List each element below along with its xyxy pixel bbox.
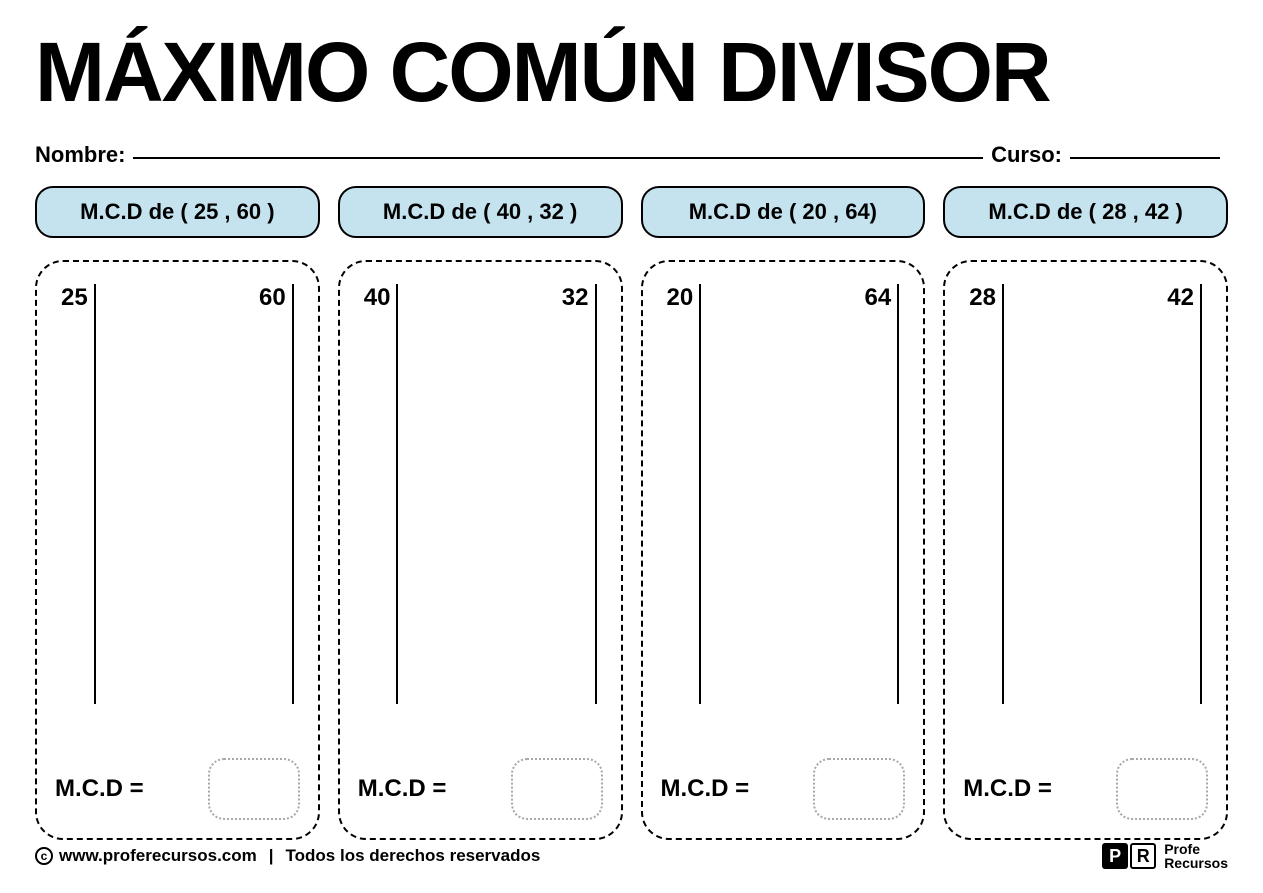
footer-url: www.proferecursos.com <box>59 846 257 866</box>
factor-column-b: 64 <box>865 284 900 750</box>
answer-box <box>511 758 603 820</box>
number-a: 40 <box>364 284 391 312</box>
name-label: Nombre: <box>35 142 125 168</box>
problem-heading: M.C.D de ( 40 , 32 ) <box>338 186 623 238</box>
answer-box <box>1116 758 1208 820</box>
name-blank-line <box>133 157 983 159</box>
result-label: M.C.D = <box>55 775 144 803</box>
footer-separator: | <box>269 846 274 866</box>
divider-line <box>94 284 96 704</box>
result-label: M.C.D = <box>963 775 1052 803</box>
logo-letter-r: R <box>1130 843 1156 869</box>
number-a: 20 <box>667 284 694 312</box>
divider-line <box>699 284 701 704</box>
number-b: 42 <box>1167 284 1194 312</box>
result-label: M.C.D = <box>358 775 447 803</box>
problem-heading: M.C.D de ( 28 , 42 ) <box>943 186 1228 238</box>
footer-rights: Todos los derechos reservados <box>286 846 541 866</box>
number-b: 32 <box>562 284 589 312</box>
problem-heading: M.C.D de ( 25 , 60 ) <box>35 186 320 238</box>
factor-column-b: 42 <box>1167 284 1202 750</box>
factor-column-a: 28 <box>969 284 1004 750</box>
factorization-area: 25 60 <box>55 284 300 750</box>
problem-2: M.C.D de ( 40 , 32 ) 40 32 M.C.D = <box>338 186 623 840</box>
number-a: 25 <box>61 284 88 312</box>
problem-3: M.C.D de ( 20 , 64) 20 64 M.C.D = <box>641 186 926 840</box>
work-box: 25 60 M.C.D = <box>35 260 320 840</box>
footer-left: c www.proferecursos.com | Todos los dere… <box>35 846 540 866</box>
logo-text-line1: Profe <box>1164 842 1228 857</box>
problem-4: M.C.D de ( 28 , 42 ) 28 42 M.C.D = <box>943 186 1228 840</box>
copyright-icon: c <box>35 847 53 865</box>
factorization-area: 40 32 <box>358 284 603 750</box>
number-a: 28 <box>969 284 996 312</box>
factor-column-a: 25 <box>61 284 96 750</box>
result-row: M.C.D = <box>55 750 300 820</box>
answer-box <box>208 758 300 820</box>
result-row: M.C.D = <box>358 750 603 820</box>
factor-column-a: 40 <box>364 284 399 750</box>
student-info-row: Nombre: Curso: <box>35 142 1228 168</box>
number-b: 60 <box>259 284 286 312</box>
brand-logo: P R Profe Recursos <box>1102 842 1228 871</box>
footer: c www.proferecursos.com | Todos los dere… <box>35 842 1228 871</box>
divider-line <box>897 284 899 704</box>
course-blank-line <box>1070 157 1220 159</box>
logo-text: Profe Recursos <box>1164 842 1228 871</box>
work-box: 40 32 M.C.D = <box>338 260 623 840</box>
divider-line <box>1200 284 1202 704</box>
problems-container: M.C.D de ( 25 , 60 ) 25 60 M.C.D = M.C.D… <box>35 186 1228 840</box>
divider-line <box>595 284 597 704</box>
logo-letter-p: P <box>1102 843 1128 869</box>
number-b: 64 <box>865 284 892 312</box>
result-row: M.C.D = <box>963 750 1208 820</box>
answer-box <box>813 758 905 820</box>
divider-line <box>1002 284 1004 704</box>
divider-line <box>396 284 398 704</box>
problem-1: M.C.D de ( 25 , 60 ) 25 60 M.C.D = <box>35 186 320 840</box>
divider-line <box>292 284 294 704</box>
work-box: 28 42 M.C.D = <box>943 260 1228 840</box>
result-label: M.C.D = <box>661 775 750 803</box>
problem-heading: M.C.D de ( 20 , 64) <box>641 186 926 238</box>
factor-column-b: 32 <box>562 284 597 750</box>
factor-column-b: 60 <box>259 284 294 750</box>
result-row: M.C.D = <box>661 750 906 820</box>
factor-column-a: 20 <box>667 284 702 750</box>
factorization-area: 28 42 <box>963 284 1208 750</box>
work-box: 20 64 M.C.D = <box>641 260 926 840</box>
logo-badge: P R <box>1102 843 1156 869</box>
factorization-area: 20 64 <box>661 284 906 750</box>
course-label: Curso: <box>991 142 1062 168</box>
page-title: MÁXIMO COMÚN DIVISOR <box>35 30 1228 114</box>
logo-text-line2: Recursos <box>1164 856 1228 871</box>
